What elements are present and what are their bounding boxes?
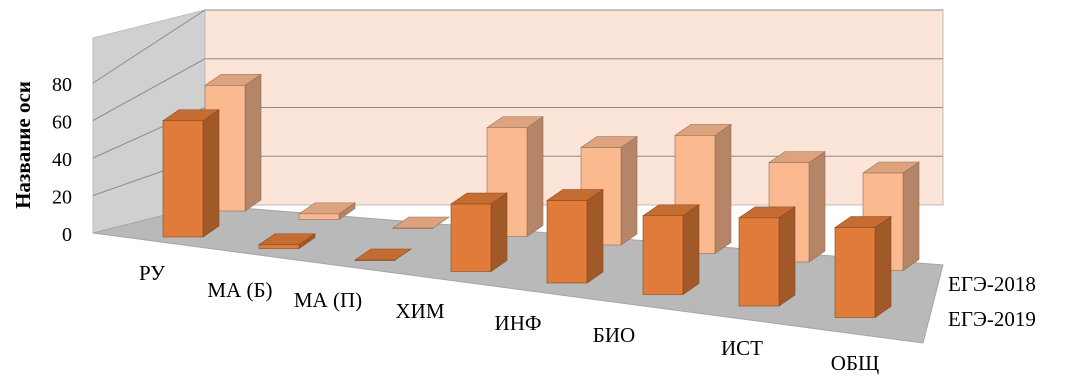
bar-ege-2019 [450, 192, 508, 273]
bar-ege-2019 [738, 206, 796, 307]
y-tick-label: 40 [52, 149, 72, 171]
bar-ege-2019 [834, 215, 892, 319]
category-label: БИО [593, 323, 635, 347]
gridline [92, 58, 943, 121]
y-tick-labels: 0 20 40 60 80 [52, 74, 72, 246]
category-label: ОБЩ [831, 351, 879, 375]
category-label: РУ [139, 261, 165, 285]
gridline [92, 9, 943, 84]
bar-ege-2018 [392, 216, 450, 229]
bar-ege-2019 [546, 188, 604, 284]
y-tick-label: 0 [62, 224, 72, 246]
series-label-back: ЕГЭ-2018 [948, 272, 1036, 296]
category-label: МА (Б) [207, 278, 272, 302]
y-tick-label: 20 [52, 187, 72, 209]
series-label-front: ЕГЭ-2019 [948, 307, 1036, 331]
y-axis-label: Название оси [11, 81, 35, 209]
bar-ege-2018 [298, 202, 356, 221]
category-label: ИНФ [495, 311, 542, 335]
y-tick-label: 80 [52, 74, 72, 96]
category-label: ИСТ [721, 336, 763, 360]
bar-ege-2019 [642, 204, 700, 296]
bar-ege-2019 [162, 109, 220, 238]
category-labels: РУ МА (Б) МА (П) ХИМ ИНФ БИО ИСТ ОБЩ [139, 261, 879, 375]
bar-ege-2019 [258, 233, 316, 250]
category-label: МА (П) [294, 288, 362, 312]
category-label: ХИМ [395, 299, 444, 323]
bar-ege-2019 [354, 248, 412, 261]
y-tick-label: 60 [52, 112, 72, 134]
bars [162, 73, 920, 319]
